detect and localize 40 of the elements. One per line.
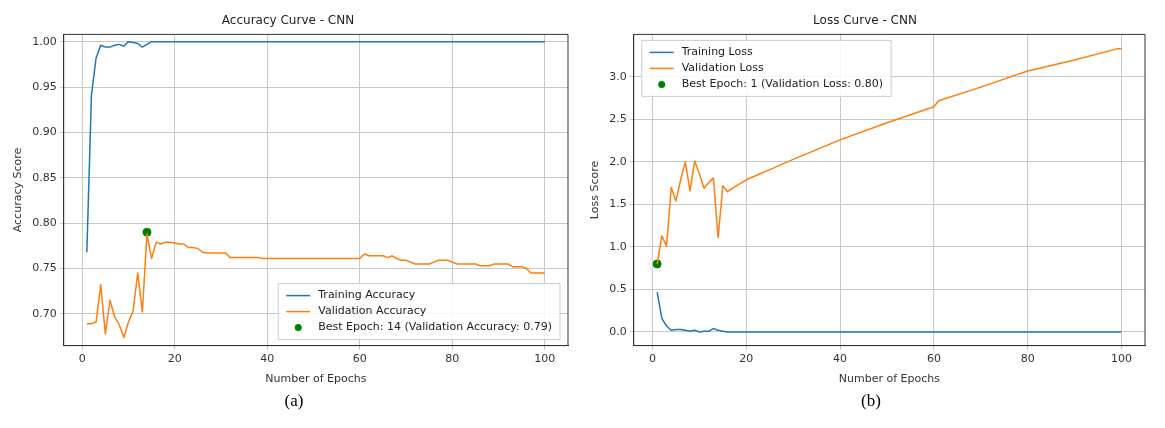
y-tick-label: 1.5 [609,197,627,211]
x-tick-label: 0 [648,352,656,366]
chart-title: Accuracy Curve - CNN [221,13,355,28]
chart-title: Loss Curve - CNN [813,13,917,28]
y-tick-label: 3.0 [609,69,627,83]
x-tick-label: 0 [78,352,86,366]
y-tick-label: 0.75 [32,261,57,275]
legend-label: Validation Loss [681,61,764,75]
y-tick-label: 0.0 [609,324,627,338]
x-axis-title: Number of Epochs [838,372,941,386]
x-tick-label: 80 [1020,352,1035,366]
y-axis-title: Accuracy Score [11,147,25,233]
x-tick-label: 40 [833,352,848,366]
y-tick-label: 1.0 [609,239,627,253]
x-tick-label: 40 [260,352,275,366]
y-tick-label: 0.70 [32,306,57,320]
legend-label: Training Loss [680,45,753,59]
legend-label: Training Accuracy [317,288,416,302]
x-tick-label: 100 [1111,352,1133,366]
legend-label: Validation Accuracy [318,304,427,318]
x-tick-label: 80 [445,352,460,366]
y-tick-label: 0.95 [32,79,57,93]
y-tick-label: 1.00 [32,34,57,48]
y-tick-label: 0.5 [609,282,627,296]
y-tick-label: 0.80 [32,215,57,229]
x-tick-label: 20 [167,352,182,366]
y-tick-label: 0.90 [32,125,57,139]
legend-label: Best Epoch: 14 (Validation Accuracy: 0.79) [318,320,553,334]
x-tick-label: 60 [352,352,367,366]
text: (b) [860,390,882,412]
x-tick-label: 100 [534,352,556,366]
text: (a) [283,390,305,412]
x-axis-title: Number of Epochs [265,372,367,386]
y-axis-title: Loss Score [588,160,602,220]
y-tick-label: 2.0 [609,154,627,168]
x-tick-label: 20 [739,352,754,366]
legend-label: Best Epoch: 1 (Validation Loss: 0.80) [681,77,884,91]
y-tick-label: 2.5 [609,112,627,126]
x-tick-label: 60 [926,352,941,366]
y-tick-label: 0.85 [32,170,57,184]
